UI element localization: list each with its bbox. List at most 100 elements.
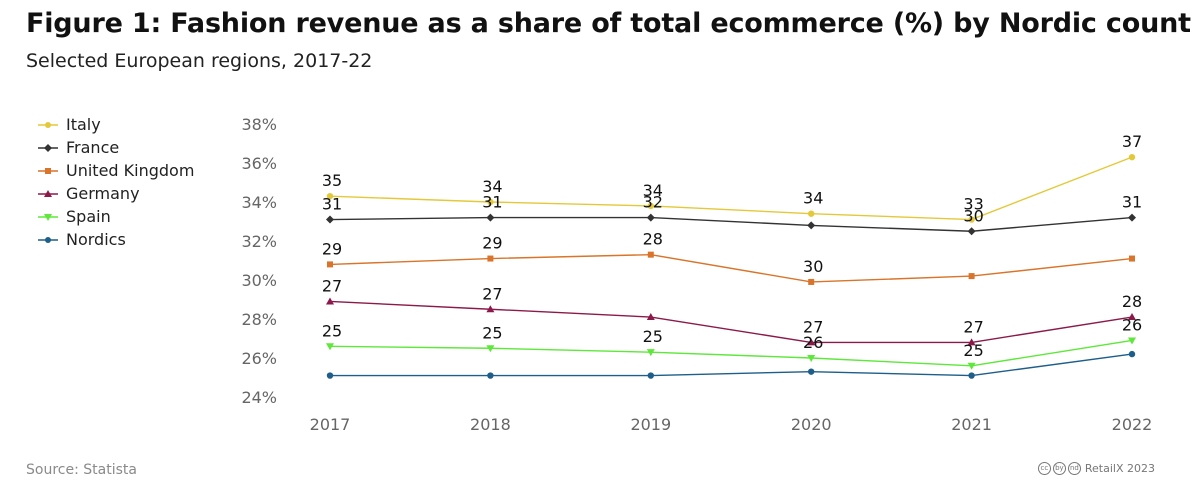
y-tick-label: 34% [241, 193, 277, 212]
data-label: 27 [482, 284, 502, 303]
data-point [807, 338, 816, 346]
data-point [968, 372, 975, 379]
data-point [967, 338, 976, 346]
data-point [647, 372, 654, 379]
data-label: 35 [322, 171, 342, 190]
data-point [326, 297, 334, 305]
data-point [1128, 313, 1136, 321]
data-point [487, 372, 494, 379]
legend-item: United Kingdom [38, 159, 194, 182]
data-label: 26 [1122, 315, 1142, 334]
data-point [327, 261, 333, 268]
data-label: 28 [1122, 292, 1142, 311]
data-point [326, 343, 334, 351]
data-point [487, 198, 494, 206]
data-point [808, 210, 815, 217]
y-tick-label: 28% [241, 310, 277, 329]
legend-marker [44, 189, 52, 197]
data-point [1128, 337, 1136, 345]
data-point [646, 213, 655, 222]
source-note: Source: Statista [26, 462, 137, 478]
data-label: 31 [1122, 193, 1142, 212]
data-label: 27 [963, 317, 983, 336]
legend-label: France [66, 138, 120, 157]
legend-swatch [38, 143, 58, 152]
cc-nd-icon: nd [1067, 462, 1081, 475]
data-point [807, 221, 816, 230]
series-line [329, 300, 1133, 344]
data-label: 30 [803, 257, 823, 276]
legend-marker [45, 236, 51, 243]
data-point [646, 313, 655, 321]
data-point [1128, 213, 1136, 222]
data-label: 29 [322, 239, 342, 258]
data-label: 33 [963, 195, 983, 214]
data-label: 34 [803, 189, 823, 208]
data-label: 25 [643, 327, 663, 346]
data-label: 25 [963, 341, 983, 360]
legend: Italy France United Kingdom Germany Spain Nor… [38, 113, 194, 251]
legend-item: Spain [38, 205, 194, 228]
y-tick-label: 24% [241, 388, 277, 407]
legend-label: Spain [66, 207, 111, 226]
data-point [1128, 153, 1136, 161]
chart-subtitle: Selected European regions, 2017-22 [26, 50, 373, 72]
data-point [487, 255, 494, 262]
data-point [486, 305, 495, 313]
data-point [967, 362, 976, 370]
legend-marker [45, 121, 51, 128]
legend-swatch [38, 213, 58, 221]
legend-swatch [38, 121, 58, 128]
legend-label: United Kingdom [66, 161, 195, 180]
data-point [1129, 255, 1135, 262]
creative-commons-icons: cc by nd [1037, 462, 1081, 475]
data-point [1128, 350, 1136, 358]
data-point [326, 192, 334, 200]
series-line [330, 353, 1133, 377]
x-tick-label: 2019 [630, 415, 671, 434]
data-label: 30 [963, 206, 983, 225]
data-point [808, 368, 815, 375]
legend-item: Nordics [38, 228, 194, 251]
legend-swatch [38, 236, 58, 243]
data-point [326, 215, 334, 224]
data-point [968, 216, 975, 223]
series-line [329, 253, 1133, 283]
data-label: 25 [322, 321, 342, 340]
x-tick-label: 2020 [791, 415, 832, 434]
data-point [967, 227, 976, 236]
data-point [326, 372, 334, 379]
data-label: 29 [482, 234, 502, 253]
series-line [329, 216, 1133, 232]
x-tick-label: 2021 [951, 415, 992, 434]
data-label: 26 [803, 333, 823, 352]
cc-icon: cc [1037, 462, 1051, 475]
data-label: 27 [322, 276, 342, 295]
y-tick-label: 26% [241, 349, 277, 368]
y-tick-label: 32% [241, 232, 277, 251]
chart-title: Figure 1: Fashion revenue as a share of … [26, 8, 1191, 39]
legend-swatch [38, 189, 58, 197]
legend-label: Italy [66, 115, 101, 134]
y-tick-label: 38% [241, 115, 277, 134]
cc-by-icon: by [1052, 462, 1066, 475]
data-point [486, 345, 495, 353]
x-tick-label: 2017 [310, 415, 351, 434]
data-point [647, 251, 654, 258]
data-label: 25 [482, 323, 502, 342]
data-point [647, 202, 654, 210]
legend-item: Italy [38, 113, 194, 136]
data-point [646, 349, 655, 357]
legend-marker [44, 143, 52, 152]
data-label: 28 [643, 230, 663, 249]
data-point [968, 273, 975, 280]
series-line [329, 339, 1133, 367]
legend-item: Germany [38, 182, 194, 205]
data-label: 34 [643, 181, 663, 200]
y-tick-label: 36% [241, 154, 277, 173]
legend-label: Germany [66, 184, 140, 203]
data-label: 31 [482, 193, 502, 212]
data-label: 34 [482, 177, 502, 196]
legend-item: France [38, 136, 194, 159]
